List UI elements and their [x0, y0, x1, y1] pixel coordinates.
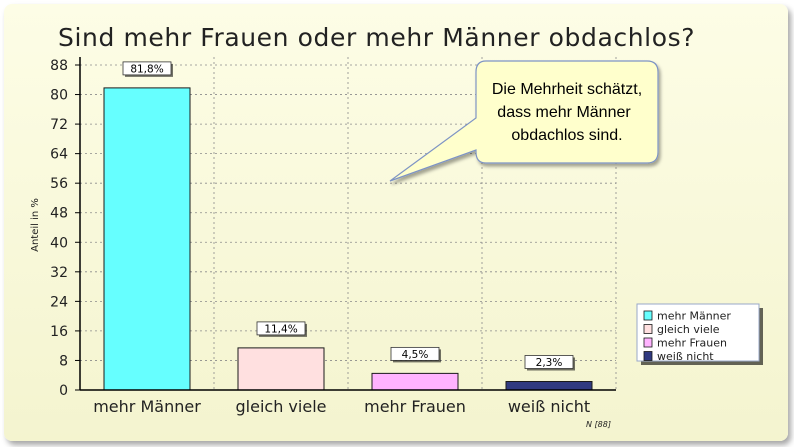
legend-label: weiß nicht	[657, 350, 714, 363]
bar	[505, 381, 593, 391]
y-tick-label: 48	[50, 206, 68, 222]
bar	[103, 87, 191, 391]
bar	[237, 347, 325, 391]
data-label-box	[524, 355, 574, 369]
annotation-callout	[389, 60, 659, 182]
legend-swatch	[643, 351, 653, 361]
x-tick-label: mehr Männer	[93, 397, 201, 416]
y-tick-label: 64	[50, 147, 68, 163]
annotation-line-3: obdachlos sind.	[511, 127, 622, 144]
x-tick-label: gleich viele	[236, 397, 327, 416]
data-label: 11,4%	[264, 323, 297, 335]
x-tick-label: weiß nicht	[508, 397, 590, 416]
y-tick-label: 32	[50, 265, 68, 281]
y-tick-label: 88	[50, 58, 68, 74]
y-tick-label: 80	[50, 88, 68, 104]
legend-swatch	[643, 310, 653, 321]
data-label-box	[390, 346, 440, 361]
y-tick-label: 24	[50, 294, 68, 310]
y-tick-label: 16	[50, 324, 68, 340]
sample-size-note: N [88]	[586, 420, 611, 429]
data-label: 81,8%	[130, 63, 163, 75]
legend-label: mehr Männer	[657, 310, 731, 323]
legend-swatch	[643, 324, 653, 334]
legend-label: gleich viele	[657, 323, 720, 336]
data-label: 4,5%	[402, 349, 429, 361]
y-tick-label: 72	[50, 117, 68, 133]
x-tick-label: mehr Frauen	[364, 397, 466, 416]
data-label: 2,3%	[536, 357, 563, 369]
y-tick-label: 0	[59, 383, 68, 399]
annotation-line-1: Die Mehrheit schätzt,	[492, 81, 642, 98]
y-tick-label: 8	[59, 353, 68, 369]
y-axis-label: Anteil in %	[30, 198, 41, 252]
bar	[371, 372, 459, 391]
chart-title: Sind mehr Frauen oder mehr Männer obdach…	[58, 23, 695, 52]
y-tick-label: 40	[50, 235, 68, 251]
data-label-box	[256, 321, 306, 336]
plot-axes	[79, 57, 616, 391]
legend-label: mehr Frauen	[657, 337, 727, 350]
y-tick-label: 56	[50, 176, 68, 192]
data-label-box	[122, 61, 172, 76]
legend-swatch	[643, 337, 653, 348]
annotation-line-2: dass mehr Männer	[497, 104, 631, 121]
